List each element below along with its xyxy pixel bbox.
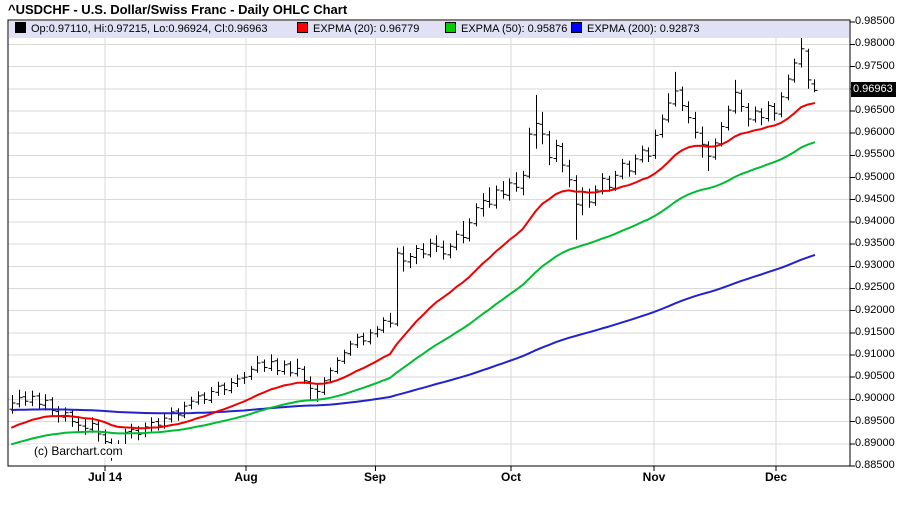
legend-expma50-label: EXPMA (50): 0.95876 xyxy=(461,23,568,35)
y-axis-label: 0.95000 xyxy=(855,171,895,183)
legend-expma200: EXPMA (200): 0.92873 xyxy=(571,21,700,38)
y-axis-label: 0.89000 xyxy=(855,437,895,449)
page-title: ^USDCHF - U.S. Dollar/Swiss Franc - Dail… xyxy=(8,2,348,17)
legend-expma200-label: EXPMA (200): 0.92873 xyxy=(587,23,700,35)
watermark: (c) Barchart.com xyxy=(31,444,126,458)
ohlc-marker-icon xyxy=(15,22,26,33)
legend-expma20-label: EXPMA (20): 0.96779 xyxy=(313,23,420,35)
y-axis-label: 0.88500 xyxy=(855,459,895,471)
y-axis-label: 0.98000 xyxy=(855,37,895,49)
y-axis-label: 0.94500 xyxy=(855,193,895,205)
expma50-marker-icon xyxy=(445,22,456,33)
x-axis-label: Dec xyxy=(764,470,787,484)
expma200-marker-icon xyxy=(571,22,582,33)
expma20-marker-icon xyxy=(297,22,308,33)
x-axis-label: Nov xyxy=(642,470,666,484)
x-axis-label: Oct xyxy=(500,470,521,484)
legend-bar: Op:0.97110, Hi:0.97215, Lo:0.96924, Cl:0… xyxy=(9,21,849,38)
y-axis-label: 0.92000 xyxy=(855,304,895,316)
y-axis-label: 0.96500 xyxy=(855,104,895,116)
y-axis-label: 0.90500 xyxy=(855,370,895,382)
y-axis-label: 0.93500 xyxy=(855,237,895,249)
y-axis-label: 0.91500 xyxy=(855,326,895,338)
legend-expma50: EXPMA (50): 0.95876 xyxy=(445,21,567,38)
legend-ohlc-label: Op:0.97110, Hi:0.97215, Lo:0.96924, Cl:0… xyxy=(31,23,268,35)
x-axis-label: Jul 14 xyxy=(87,470,123,484)
y-axis-label: 0.94000 xyxy=(855,215,895,227)
legend-expma20: EXPMA (20): 0.96779 xyxy=(297,21,419,38)
y-axis-label: 0.92500 xyxy=(855,281,895,293)
y-axis-label: 0.96000 xyxy=(855,126,895,138)
legend-ohlc: Op:0.97110, Hi:0.97215, Lo:0.96924, Cl:0… xyxy=(15,21,267,38)
y-axis-label: 0.89500 xyxy=(855,415,895,427)
y-axis-label: 0.97500 xyxy=(855,60,895,72)
x-axis-label: Sep xyxy=(363,470,386,484)
y-axis-label: 0.90000 xyxy=(855,392,895,404)
current-price-badge: 0.96963 xyxy=(851,82,896,97)
y-axis-label: 0.93000 xyxy=(855,259,895,271)
y-axis-label: 0.98500 xyxy=(855,15,895,27)
y-axis-label: 0.91000 xyxy=(855,348,895,360)
y-axis-label: 0.95500 xyxy=(855,148,895,160)
x-axis-label: Aug xyxy=(234,470,258,484)
